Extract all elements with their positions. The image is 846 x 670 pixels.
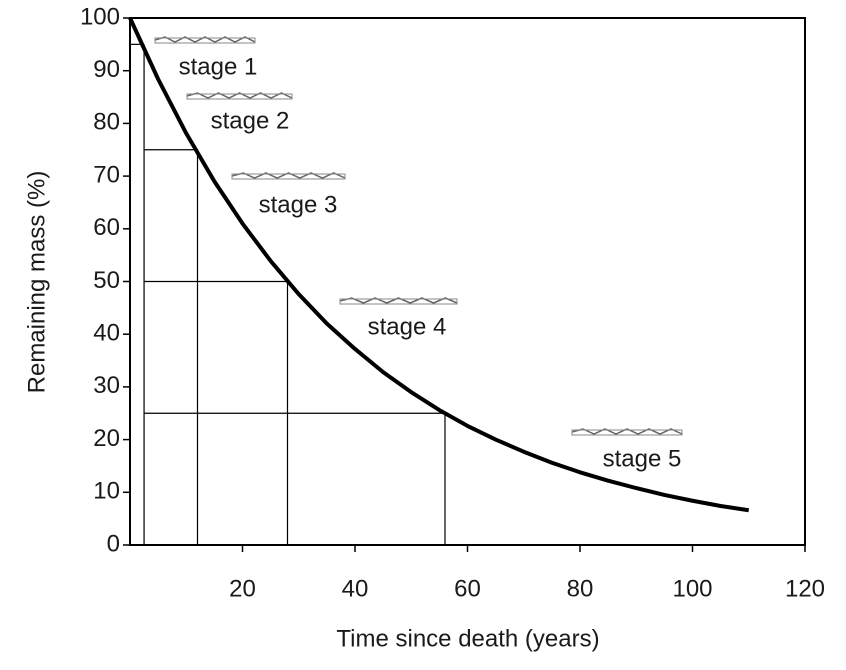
y-tick-label: 50	[93, 267, 120, 294]
y-tick-label: 0	[107, 530, 120, 557]
y-tick-label: 100	[80, 3, 120, 30]
y-tick-label: 20	[93, 425, 120, 452]
x-tick-label: 120	[785, 575, 825, 602]
y-tick-label: 60	[93, 214, 120, 241]
x-tick-label: 60	[454, 575, 481, 602]
x-tick-label: 100	[672, 575, 712, 602]
stage-label: stage 5	[603, 445, 682, 472]
stage-label: stage 3	[259, 191, 338, 218]
y-tick-label: 90	[93, 56, 120, 83]
stage-sketch-body	[339, 298, 458, 305]
stage-sketch	[339, 297, 458, 304]
y-axis-label: Remaining mass (%)	[23, 171, 50, 394]
stage-sketch-body	[231, 173, 346, 180]
stage-sketch	[571, 428, 683, 435]
x-tick-label: 40	[342, 575, 369, 602]
decay-curve	[128, 17, 750, 513]
stage-sketch-body	[571, 429, 683, 436]
y-tick-label: 40	[93, 320, 120, 347]
stage-sketch-body	[154, 37, 256, 44]
x-axis-label: Time since death (years)	[336, 625, 599, 652]
stage-label: stage 4	[368, 313, 447, 340]
x-tick-label: 20	[229, 575, 256, 602]
stage-label: stage 1	[179, 53, 258, 80]
stage-label: stage 2	[211, 107, 290, 134]
stage-sketch	[186, 92, 293, 99]
x-tick-label: 80	[567, 575, 594, 602]
y-tick-label: 80	[93, 109, 120, 136]
stage-sketch	[231, 172, 346, 179]
y-tick-label: 30	[93, 372, 120, 399]
y-tick-label: 10	[93, 478, 120, 505]
stage-sketch-body	[186, 93, 293, 100]
y-tick-label: 70	[93, 161, 120, 188]
stage-sketch	[154, 36, 256, 43]
